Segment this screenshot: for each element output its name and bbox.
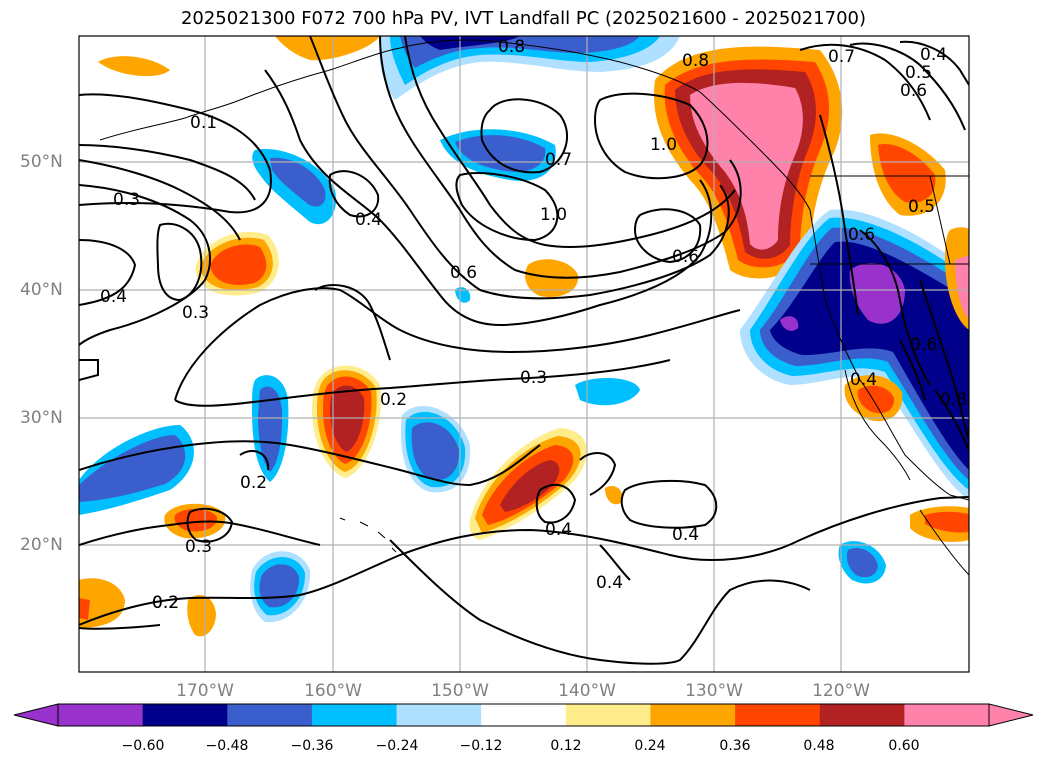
colorbar-cell: [58, 704, 144, 726]
negative-anomaly-west: [79, 425, 194, 515]
contour-label: 1.0: [540, 205, 567, 225]
contour-label: 0.2: [380, 390, 407, 410]
contour-label: 0.6: [848, 225, 875, 245]
negative-anomaly-north-pacific: [440, 129, 556, 181]
grid: [79, 36, 969, 672]
colorbar-cell: [904, 704, 990, 726]
contour-label: 1.0: [650, 135, 677, 155]
contour-label: 0.7: [828, 47, 855, 67]
contour-label: 0.2: [152, 593, 179, 613]
colorbar-cell: [481, 704, 567, 726]
positive-anomaly-158w: [312, 365, 381, 478]
colorbar-cell: [142, 704, 228, 726]
contour-label: 0.3: [113, 190, 140, 210]
contour-label: 0.3: [182, 303, 209, 323]
lon-label-160w: 160°W: [304, 681, 362, 701]
colorbar: [13, 703, 1034, 727]
colorbar-cell: [819, 704, 905, 726]
colorbar-tick-label: 0.36: [719, 738, 751, 754]
lat-label-40n: 40°N: [20, 280, 63, 300]
colorbar-tick-label: 0.48: [803, 738, 835, 754]
colorbar-tick-label: 0.60: [888, 738, 920, 754]
colorbar-tick-label: −0.12: [459, 738, 503, 754]
lon-label-170w: 170°W: [176, 681, 234, 701]
contour-label: 0.4: [920, 45, 947, 65]
contour-label: 0.4: [850, 370, 877, 390]
negative-anomaly-small: [575, 378, 640, 406]
colorbar-tick-label: −0.60: [121, 738, 165, 754]
negative-anomaly-165w-south: [250, 551, 311, 623]
contour-labels: 0.8 0.8 0.7 0.4 0.5 0.6 0.1 0.3 0.4 0.7 …: [100, 37, 967, 613]
pv-contours: [79, 36, 969, 665]
contour-label: 0.6: [672, 247, 699, 267]
lon-label-140w: 140°W: [558, 681, 616, 701]
colorbar-frame: [57, 703, 990, 727]
contour-label: 0.6: [450, 263, 477, 283]
positive-anomaly-143w-south: [469, 428, 587, 540]
colorbar-tick-label: 0.24: [634, 738, 666, 754]
lon-label-120w: 120°W: [812, 681, 870, 701]
positive-anomaly-170w: [195, 231, 279, 296]
colorbar-cell: [227, 704, 313, 726]
negative-anomaly-dateline: [252, 149, 336, 225]
positive-anomaly-170w-south: [164, 503, 226, 539]
contour-label: 0.4: [672, 525, 699, 545]
colorbar-cell: [311, 704, 398, 726]
colorbar-max-extension: [988, 703, 1034, 727]
contour-label: 0.7: [545, 150, 572, 170]
contour-label: 0.8: [940, 390, 967, 410]
colorbar-cell: [735, 704, 821, 726]
colorbar-tick-label: 0.12: [550, 738, 582, 754]
lat-label-20n: 20°N: [20, 535, 63, 555]
contour-label: 0.8: [498, 37, 525, 57]
negative-anomaly-165w: [252, 375, 289, 482]
lon-label-130w: 130°W: [685, 681, 743, 701]
positive-anomaly-top: [275, 36, 380, 61]
map-title: 2025021300 F072 700 hPa PV, IVT Landfall…: [180, 8, 867, 29]
contour-label: 0.2: [240, 473, 267, 493]
negative-anomaly-california: [740, 209, 969, 500]
contour-label: 0.6: [900, 81, 927, 101]
negative-anomaly-150w: [400, 406, 471, 493]
contour-label: 0.8: [682, 51, 709, 71]
colorbar-cell: [650, 704, 736, 726]
colorbar-tick-label: −0.24: [375, 738, 419, 754]
plot-frame: [78, 35, 970, 673]
contour-label: 0.3: [185, 537, 212, 557]
colorbar-tick-label: −0.48: [205, 738, 249, 754]
contour-label: 0.3: [520, 368, 547, 388]
colorbar-tick-label: −0.36: [290, 738, 334, 754]
lat-label-50n: 50°N: [20, 152, 63, 172]
shaded-fields: 0.8 0.8 0.7 0.4 0.5 0.6 0.1 0.3 0.4 0.7 …: [79, 36, 969, 672]
positive-anomaly-east-edge: [945, 227, 969, 330]
contour-label: 0.4: [545, 520, 572, 540]
lon-label-150w: 150°W: [431, 681, 489, 701]
contour-label: 0.5: [908, 197, 935, 217]
contour-label: 0.6: [910, 335, 937, 355]
negative-anomaly-mexico: [838, 541, 886, 584]
contour-label: 0.2: [152, 593, 179, 613]
positive-anomaly-baja: [844, 375, 903, 422]
contour-label: 0.5: [905, 63, 932, 83]
colorbar-cell: [565, 704, 651, 726]
colorbar-min-extension: [13, 703, 59, 727]
colorbar-cell: [396, 704, 482, 726]
contour-label: 0.4: [596, 573, 623, 593]
positive-anomaly-top-left: [98, 56, 170, 77]
contour-label: 0.4: [355, 210, 382, 230]
lat-label-30n: 30°N: [20, 408, 63, 428]
contour-label: 0.1: [190, 113, 217, 133]
contour-label: 0.4: [100, 287, 127, 307]
positive-anomaly-southwest: [79, 578, 125, 628]
